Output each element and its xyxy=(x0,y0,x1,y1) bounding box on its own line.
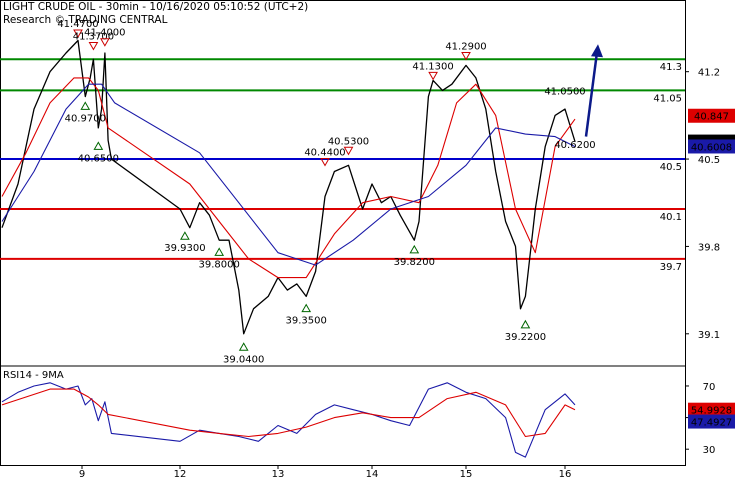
rsi-badge-1 xyxy=(688,414,735,429)
annotation-label-10: 40.5300 xyxy=(328,136,369,147)
annotation-label-4: 40.6500 xyxy=(78,153,119,164)
low-marker-14 xyxy=(520,319,531,329)
annotation-label-5: 39.9300 xyxy=(164,243,205,254)
annotation-label-7: 39.0400 xyxy=(223,354,264,365)
price-badge-label-0: 40.847 xyxy=(694,112,729,123)
rsi-title: RSI14 - 9MA xyxy=(3,370,64,381)
annotation-label-0: 41.4700 xyxy=(57,19,98,30)
annotation-label-12: 41.1300 xyxy=(412,61,453,72)
x-tick-label-5: 16 xyxy=(559,469,572,480)
x-tick-label-0: 9 xyxy=(79,469,85,480)
high-marker-12 xyxy=(428,71,438,81)
low-marker-4 xyxy=(93,141,104,150)
series-ma_slow xyxy=(1,83,576,266)
low-marker-11 xyxy=(409,244,420,254)
level-label-4: 39.7 xyxy=(660,262,682,273)
annotation-label-6: 39.8000 xyxy=(199,259,240,270)
x-tick-label-2: 13 xyxy=(272,469,285,480)
y-tick-label-3: 39.1 xyxy=(698,330,720,341)
series-rsi_ma xyxy=(1,388,576,438)
low-marker-5 xyxy=(180,231,190,240)
forecast-arrow-shaft xyxy=(584,52,599,137)
rsi-badge-label-1: 47.4927 xyxy=(691,418,732,429)
rsi-y-tick-label-0: 70 xyxy=(703,382,716,393)
series-rsi xyxy=(1,382,576,458)
rsi-y-tick-label-2: 30 xyxy=(703,445,716,456)
annotation-label-8: 39.3500 xyxy=(286,316,327,327)
high-marker-2 xyxy=(100,38,110,47)
rsi-badge-0 xyxy=(688,402,735,417)
price-badge-2 xyxy=(688,139,735,154)
annotation-label-13: 41.2900 xyxy=(445,41,486,52)
x-tick-label-1: 12 xyxy=(174,469,187,480)
price-panel-frame xyxy=(0,0,686,466)
high-marker-9 xyxy=(320,158,330,167)
low-marker-6 xyxy=(214,247,225,256)
low-marker-3 xyxy=(80,101,91,110)
x-tick-label-3: 14 xyxy=(366,469,379,480)
level-label-2: 40.5 xyxy=(660,162,682,173)
y-tick-label-0: 41.2 xyxy=(698,68,720,79)
chart-title: LIGHT CRUDE OIL - 30min - 10/16/2020 05:… xyxy=(3,1,309,13)
annotation-label-14: 39.2200 xyxy=(505,332,546,343)
annotation-label-9: 40.4400 xyxy=(304,148,345,159)
annotation-label-16: 40.6200 xyxy=(554,140,595,151)
low-marker-8 xyxy=(301,303,312,313)
y-tick-label-1: 40.5 xyxy=(698,155,720,166)
annotation-label-3: 40.9700 xyxy=(65,113,106,124)
high-marker-0 xyxy=(73,29,83,38)
level-label-0: 41.3 xyxy=(660,62,682,73)
high-marker-10 xyxy=(343,146,354,156)
series-ma_fast xyxy=(1,77,576,279)
rsi-badge-label-0: 54.9928 xyxy=(691,406,732,417)
high-marker-13 xyxy=(461,51,471,61)
annotation-label-15: 41.0500 xyxy=(544,86,585,97)
y-tick-label-2: 39.8 xyxy=(698,242,720,253)
series-price xyxy=(1,39,576,335)
forecast-arrow-head xyxy=(591,44,603,58)
price-badge-0 xyxy=(688,108,735,123)
high-marker-1 xyxy=(88,41,99,51)
price-badge-label-2: 40.6008 xyxy=(691,142,732,153)
chart-source: Research © TRADING CENTRAL xyxy=(3,14,168,26)
level-label-1: 41.05 xyxy=(653,93,682,104)
annotation-label-2: 41.4000 xyxy=(84,28,125,39)
level-label-3: 40.1 xyxy=(660,212,682,223)
annotation-label-1: 41.3700 xyxy=(73,31,114,42)
x-tick-label-4: 15 xyxy=(460,469,473,480)
low-marker-7 xyxy=(238,342,249,351)
annotation-label-11: 39.8200 xyxy=(394,257,435,268)
